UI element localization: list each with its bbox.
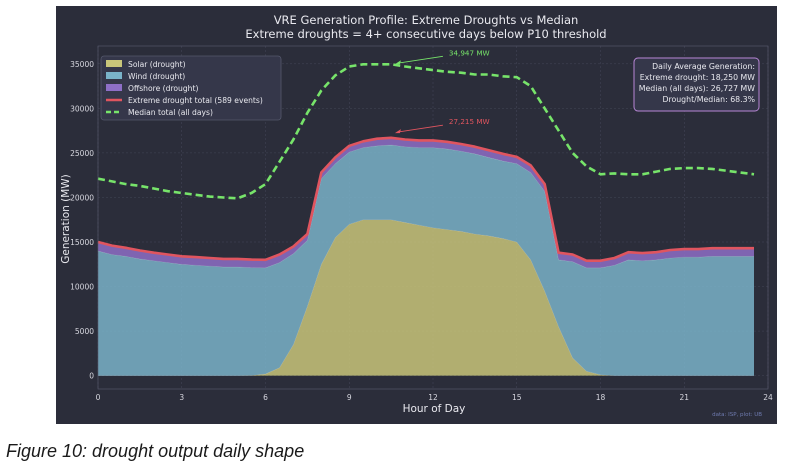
legend-swatch-solar [106, 60, 122, 67]
y-tick-label: 35000 [70, 60, 94, 69]
x-tick-label: 9 [347, 393, 352, 402]
y-tick-label: 20000 [70, 193, 94, 202]
legend-label-solar: Solar (drought) [128, 60, 186, 69]
y-axis-label: Generation (MW) [60, 174, 72, 264]
x-tick-label: 3 [179, 393, 184, 402]
chart-title: VRE Generation Profile: Extreme Droughts… [274, 13, 579, 27]
legend: Solar (drought) Wind (drought) Offshore … [100, 55, 282, 121]
median-total-line [97, 63, 755, 200]
chart-subtitle: Extreme droughts = 4+ consecutive days b… [245, 27, 606, 41]
plot-frame [97, 45, 769, 390]
x-tick-label: 0 [96, 393, 101, 402]
stats-box: Daily Average Generation: Extreme drough… [633, 57, 760, 112]
legend-label-wind: Wind (drought) [128, 72, 185, 81]
figure-panel: 0 5000 10000 15000 20000 25000 30000 35000 0 3 6 9 1… [56, 6, 777, 424]
stats-line-heading: Daily Average Generation: [652, 62, 755, 71]
y-tick-label: 15000 [70, 238, 94, 247]
x-tick-label: 12 [428, 393, 438, 402]
x-tick-label: 18 [596, 393, 606, 402]
chart: 0 5000 10000 15000 20000 25000 30000 35000 0 3 6 9 1… [60, 13, 773, 418]
drought-total-line [97, 136, 754, 262]
y-tick-label: 0 [89, 372, 94, 381]
annotation-arrowhead [394, 129, 401, 134]
annotation-label: 34,947 MW [449, 48, 490, 57]
wind-area [98, 144, 754, 376]
stats-line-ratio: Drought/Median: 68.3% [662, 95, 755, 104]
annotation-arrow [396, 124, 443, 133]
x-tick-label: 21 [679, 393, 689, 402]
solar-area [98, 219, 754, 376]
y-tick-label: 5000 [75, 327, 94, 336]
legend-swatch-wind [106, 72, 122, 79]
legend-label-offshore: Offshore (drought) [128, 84, 198, 93]
y-tick-label: 25000 [70, 149, 94, 158]
annotation-label: 27,215 MW [449, 117, 490, 126]
legend-label-median-total: Median total (all days) [128, 108, 213, 117]
figure-caption: Figure 10: drought output daily shape [6, 441, 305, 461]
legend-label-drought-total: Extreme drought total (589 events) [128, 96, 263, 105]
annotation-arrow [396, 55, 443, 64]
source-note: data: ISP, plot: UB [712, 412, 762, 418]
x-tick-label: 15 [512, 393, 522, 402]
x-tick-label: 24 [763, 393, 773, 402]
x-axis-label: Hour of Day [403, 403, 466, 415]
stats-line-drought: Extreme drought: 18,250 MW [640, 73, 756, 82]
y-tick-label: 30000 [70, 104, 94, 113]
stats-line-median: Median (all days): 26,727 MW [639, 84, 756, 93]
y-tick-label: 10000 [70, 283, 94, 292]
annotation-arrowhead [394, 60, 401, 65]
legend-swatch-offshore [106, 84, 122, 91]
x-tick-label: 6 [263, 393, 268, 402]
